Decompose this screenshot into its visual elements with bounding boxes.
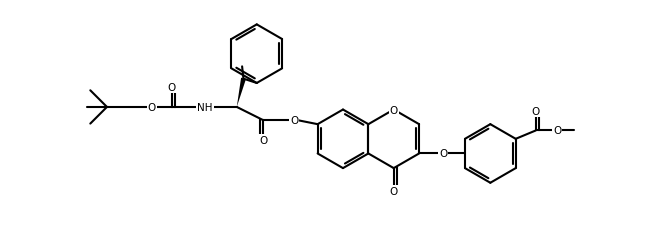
Text: O: O (439, 149, 447, 159)
Text: O: O (553, 126, 561, 136)
Text: O: O (531, 106, 540, 116)
Text: O: O (290, 116, 298, 126)
Text: O: O (148, 103, 156, 112)
Text: NH: NH (197, 103, 213, 112)
Polygon shape (237, 78, 246, 108)
Text: O: O (259, 136, 268, 146)
Text: O: O (168, 83, 176, 92)
Text: O: O (390, 105, 398, 115)
Text: O: O (390, 187, 398, 197)
